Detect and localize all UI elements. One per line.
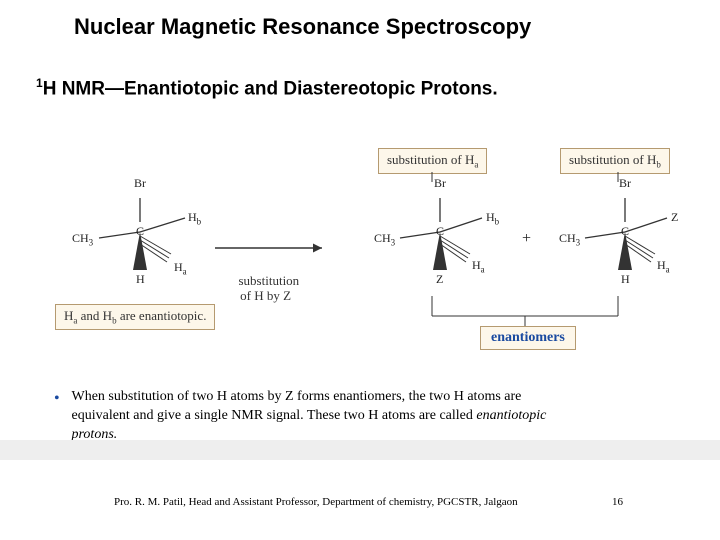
- section-heading: 1H NMR—Enantiotopic and Diastereotopic P…: [36, 76, 498, 100]
- page-title: Nuclear Magnetic Resonance Spectroscopy: [74, 14, 531, 40]
- page-number: 16: [612, 496, 623, 508]
- left-Hb: Hb: [188, 210, 201, 226]
- subtitle-text: H NMR—Enantiotopic and Diastereotopic Pr…: [43, 78, 498, 99]
- bullet-text: When substitution of two H atoms by Z fo…: [72, 388, 668, 445]
- bullet-dot-icon: •: [54, 388, 68, 410]
- sup-1: 1: [36, 76, 43, 90]
- gray-band: [0, 440, 720, 460]
- label-enantiotopic: Ha and Hb are enantiotopic.: [55, 304, 215, 330]
- title-text: Nuclear Magnetic Resonance Spectroscopy: [74, 14, 531, 39]
- footer-text: Pro. R. M. Patil, Head and Assistant Pro…: [114, 496, 518, 508]
- left-C: C: [136, 224, 144, 239]
- label-sub-h-by-z: substitutionof H by Z: [232, 257, 299, 304]
- left-Ha: Ha: [174, 260, 187, 276]
- label-enantiomers: enantiomers: [480, 326, 576, 350]
- left-H: H: [136, 272, 145, 287]
- bullet-definition: • When substitution of two H atoms by Z …: [54, 388, 672, 445]
- enantiomers-bracket: [370, 168, 690, 338]
- left-CH3: CH3: [72, 231, 93, 247]
- left-Br: Br: [134, 176, 146, 191]
